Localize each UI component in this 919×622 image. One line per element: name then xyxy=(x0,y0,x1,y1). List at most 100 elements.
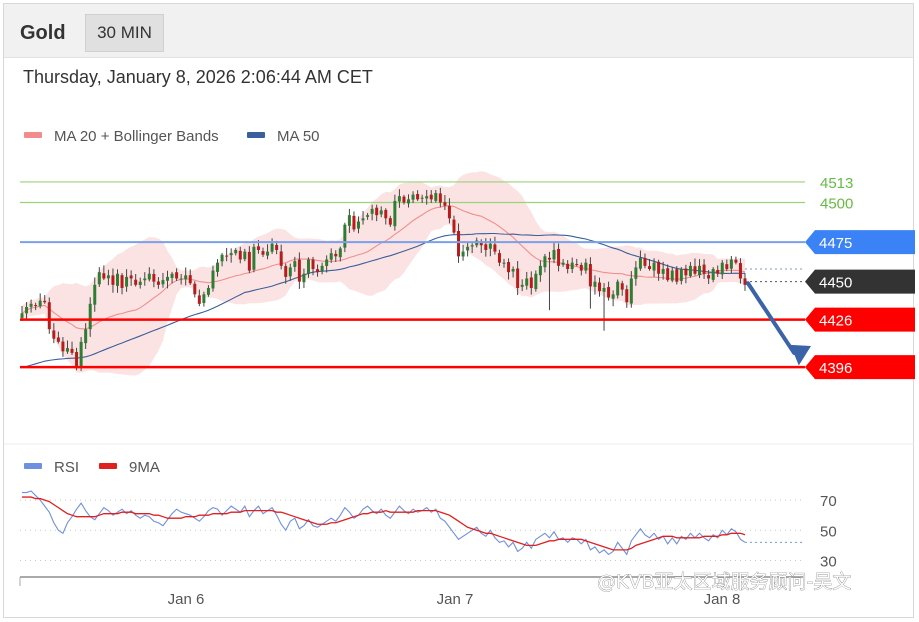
candle xyxy=(557,248,561,266)
candle xyxy=(725,264,729,269)
candle xyxy=(447,205,451,219)
candle xyxy=(347,215,351,226)
candle xyxy=(643,257,647,266)
candle xyxy=(166,276,170,281)
candle xyxy=(175,272,179,279)
watermark-text: @KVB亚太区域服务顾问-吴文 xyxy=(597,571,851,593)
candle xyxy=(484,244,488,250)
candle xyxy=(193,283,197,295)
candle xyxy=(225,255,229,257)
candle xyxy=(693,266,697,274)
candle xyxy=(388,218,392,225)
candle xyxy=(316,269,320,273)
candle xyxy=(634,267,638,279)
candle xyxy=(261,251,265,255)
legend-swatch xyxy=(247,132,265,138)
rsi-ma-line xyxy=(22,496,746,551)
candle xyxy=(502,262,506,264)
candle xyxy=(270,243,274,252)
support-label-4426: 4426 xyxy=(819,313,852,330)
candle xyxy=(279,251,283,266)
candle xyxy=(648,266,652,269)
candle xyxy=(652,262,656,271)
candle xyxy=(543,256,547,268)
candle xyxy=(616,281,620,296)
candle xyxy=(366,215,370,217)
candle xyxy=(211,270,215,289)
candle xyxy=(629,278,633,304)
candle xyxy=(202,294,206,303)
candle xyxy=(152,274,156,282)
candle xyxy=(197,295,201,304)
candle xyxy=(256,246,260,250)
candle xyxy=(552,250,556,260)
support-tag-4396 xyxy=(805,355,915,380)
candle xyxy=(293,261,297,267)
target-label-4500: 4500 xyxy=(820,196,853,213)
candle xyxy=(384,209,388,219)
candle xyxy=(352,215,356,230)
candle xyxy=(416,193,420,200)
candle xyxy=(343,224,347,248)
legend-entry: MA 50 xyxy=(277,128,320,145)
candle xyxy=(243,251,247,260)
candle xyxy=(320,265,324,272)
candle xyxy=(216,262,220,272)
instrument-title: Gold xyxy=(20,22,66,44)
rsi-line xyxy=(22,490,746,556)
candle xyxy=(288,267,292,277)
candle xyxy=(698,265,702,276)
candle xyxy=(702,264,706,274)
candle xyxy=(397,196,401,202)
candle xyxy=(134,279,138,285)
candle xyxy=(620,283,624,290)
candle xyxy=(84,329,88,344)
candle xyxy=(70,348,74,353)
support-tag-4426 xyxy=(805,307,915,332)
candle xyxy=(147,273,151,280)
candle xyxy=(247,251,251,271)
current-price-tag xyxy=(805,269,915,294)
candle xyxy=(593,281,597,287)
candle xyxy=(93,284,97,305)
candle xyxy=(407,199,411,204)
candle xyxy=(61,341,65,352)
candle xyxy=(325,259,329,266)
candle xyxy=(602,288,606,292)
candle xyxy=(675,269,679,282)
support-label-4396: 4396 xyxy=(819,360,852,377)
candle xyxy=(370,208,374,214)
candle xyxy=(547,257,551,260)
candle xyxy=(679,269,683,281)
candle xyxy=(588,264,592,287)
candle xyxy=(525,278,529,286)
candle xyxy=(52,330,56,339)
candle xyxy=(311,259,315,269)
candle xyxy=(375,207,379,216)
candle xyxy=(438,193,442,203)
candle xyxy=(429,194,433,200)
candle xyxy=(379,210,383,215)
candle xyxy=(657,261,661,274)
candle xyxy=(297,259,301,282)
candle xyxy=(666,268,670,281)
candle xyxy=(266,251,270,256)
candle xyxy=(179,278,183,280)
candle xyxy=(188,275,192,284)
timeframe-button[interactable]: 30 MIN xyxy=(85,14,164,52)
candle xyxy=(688,265,692,277)
candle xyxy=(566,263,570,269)
target-label-4513: 4513 xyxy=(820,175,853,192)
rsi-tick-label: 30 xyxy=(820,553,837,570)
candle xyxy=(25,307,29,314)
candle xyxy=(443,202,447,206)
candle xyxy=(252,246,256,270)
x-tick-label: Jan 7 xyxy=(437,591,474,608)
candle xyxy=(734,259,738,263)
candle xyxy=(143,278,147,281)
x-tick-label: Jan 8 xyxy=(704,591,741,608)
candle xyxy=(361,218,365,221)
candle xyxy=(579,264,583,271)
candle xyxy=(534,273,538,290)
